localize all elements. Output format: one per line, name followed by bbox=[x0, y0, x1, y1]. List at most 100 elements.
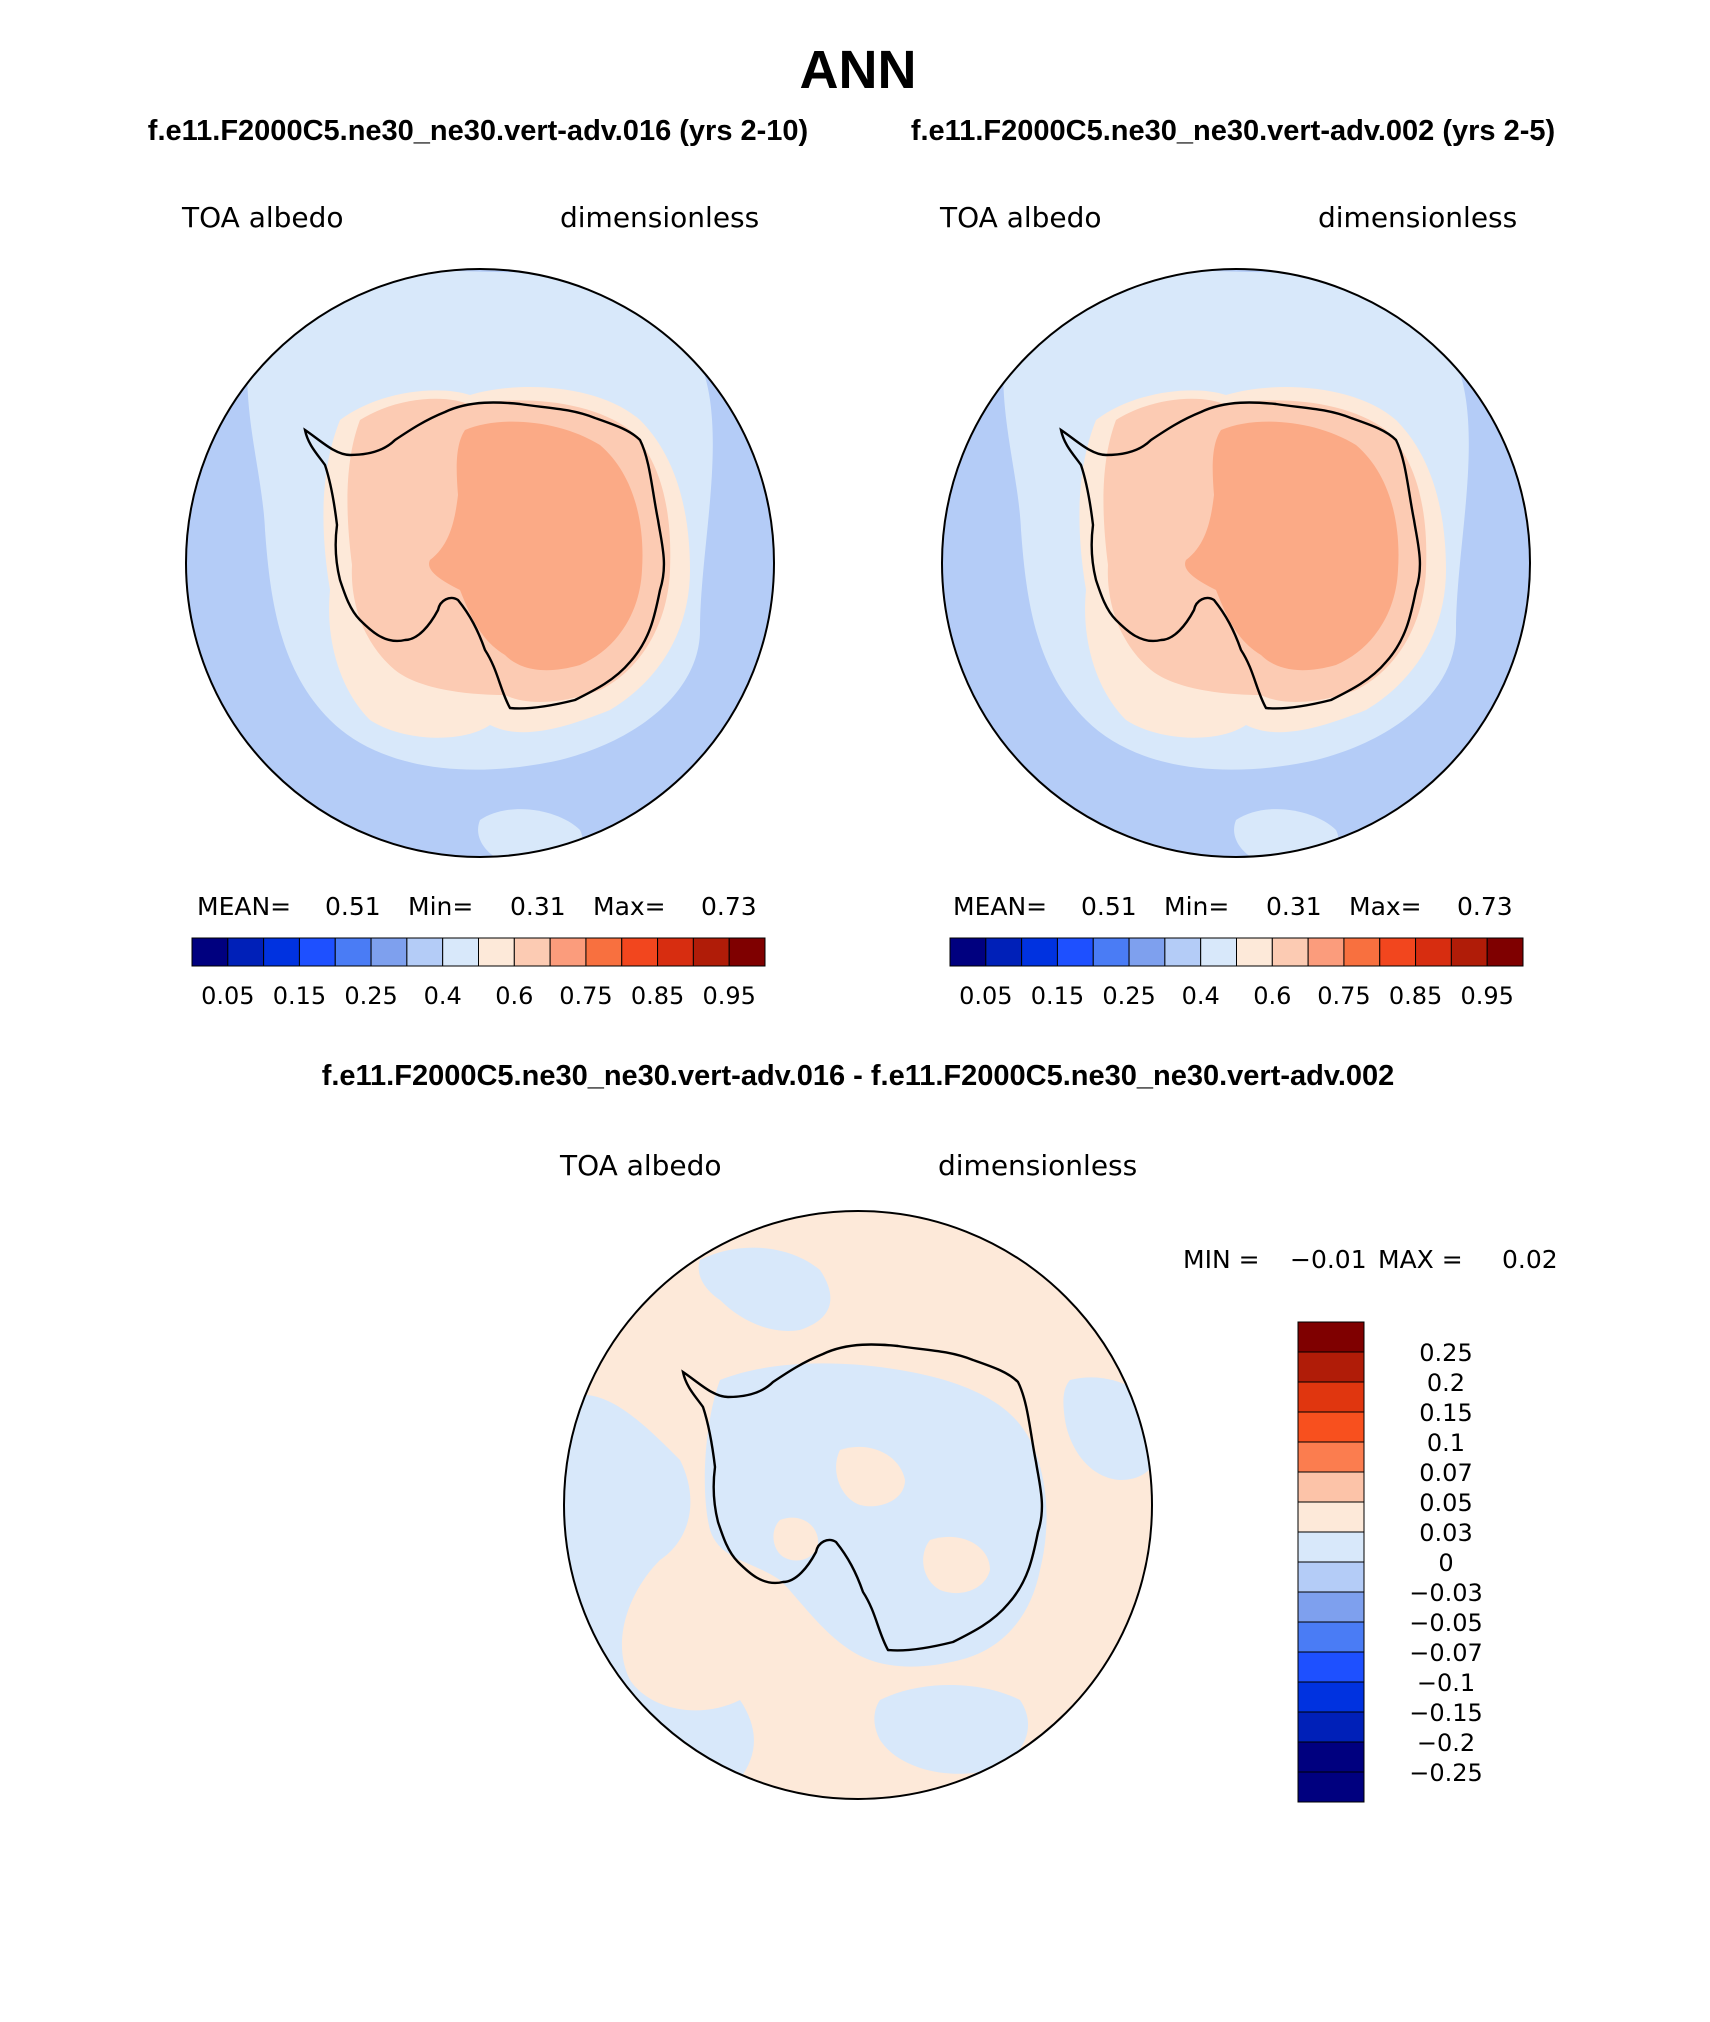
panel1-colorbar-swatch bbox=[657, 937, 694, 967]
panel1-colorbar-swatch bbox=[513, 937, 551, 967]
panel1-colorbar-swatch bbox=[263, 937, 300, 967]
panel2-colorbar-swatch bbox=[1128, 937, 1166, 967]
panel-case1: TOA albedo dimensionless MEAN= 0.51 Min=… bbox=[181, 201, 775, 1010]
case2-title: f.e11.F2000C5.ne30_ne30.vert-adv.002 (yr… bbox=[911, 115, 1555, 147]
panel2-colorbar-swatch bbox=[1271, 937, 1309, 967]
panel2-mean-label: MEAN= bbox=[953, 892, 1047, 921]
diff-colorbar-tick-label: 0.03 bbox=[1419, 1519, 1472, 1547]
diff-colorbar-swatch bbox=[1297, 1771, 1365, 1803]
panel2-interior-zone bbox=[1185, 421, 1399, 671]
panel1-colorbar-swatch bbox=[549, 937, 587, 967]
panel1-colorbar-swatch bbox=[334, 937, 372, 967]
panel2-map-border bbox=[941, 268, 1531, 858]
panel2-units-label: dimensionless bbox=[1318, 201, 1517, 234]
panel1-min-label: Min= bbox=[408, 892, 473, 921]
diff-colorbar-tick-label: 0.1 bbox=[1427, 1429, 1465, 1457]
panel1-colorbar-swatch bbox=[728, 937, 766, 967]
panel2-colorbar-swatch bbox=[1486, 937, 1524, 967]
panel1-colorbar-tick-label: 0.15 bbox=[273, 982, 326, 1010]
panel2-colorbar-swatch bbox=[1021, 937, 1058, 967]
panel1-colorbar bbox=[191, 937, 766, 967]
panel1-units-label: dimensionless bbox=[560, 201, 759, 234]
diff-colorbar-tick-label: −0.2 bbox=[1417, 1729, 1475, 1757]
diff-colorbar-tick-label: 0.05 bbox=[1419, 1489, 1472, 1517]
panel1-colorbar-tick-label: 0.95 bbox=[702, 982, 755, 1010]
diff-colorbar-tick-label: 0.25 bbox=[1419, 1339, 1472, 1367]
panel1-colorbar-swatch bbox=[298, 937, 336, 967]
panel1-colorbar-swatch bbox=[621, 937, 659, 967]
panel1-interior-zone bbox=[429, 421, 643, 671]
panel3-min-value: −0.01 bbox=[1290, 1245, 1367, 1274]
panel3-units-label: dimensionless bbox=[938, 1149, 1137, 1182]
panel1-colorbar-swatch bbox=[406, 937, 444, 967]
diff-colorbar-swatch bbox=[1297, 1651, 1365, 1683]
panel1-map bbox=[186, 269, 774, 857]
panel1-mean-value: 0.51 bbox=[325, 892, 381, 921]
panel1-colorbar-tick-label: 0.85 bbox=[631, 982, 684, 1010]
panel2-colorbar-swatch bbox=[985, 937, 1023, 967]
panel2-colorbar-tick-label: 0.75 bbox=[1317, 982, 1370, 1010]
panel1-colorbar-tick-label: 0.4 bbox=[424, 982, 462, 1010]
diff-colorbar-swatch bbox=[1297, 1561, 1365, 1593]
diff-colorbar-tick-label: 0.15 bbox=[1419, 1399, 1472, 1427]
diff-colorbar-swatch bbox=[1297, 1411, 1365, 1443]
diff-colorbar-swatch bbox=[1297, 1621, 1365, 1653]
panel1-colorbar-swatch bbox=[227, 937, 265, 967]
panel3-max-label: MAX = bbox=[1378, 1245, 1463, 1274]
panel2-colorbar-tick-label: 0.05 bbox=[959, 982, 1012, 1010]
panel1-min-value: 0.31 bbox=[510, 892, 566, 921]
diff-colorbar-tick-label: −0.1 bbox=[1417, 1669, 1475, 1697]
panel2-colorbar-tick-label: 0.15 bbox=[1031, 982, 1084, 1010]
panel-case2: TOA albedo dimensionless MEAN= 0.51 Min=… bbox=[939, 201, 1531, 1010]
diff-colorbar-tick-label: 0 bbox=[1438, 1549, 1453, 1577]
panel3-map-border bbox=[563, 1210, 1153, 1800]
diff-colorbar-swatch bbox=[1297, 1741, 1365, 1773]
panel1-colorbar-tick-label: 0.25 bbox=[344, 982, 397, 1010]
diff-colorbar-tick-label: −0.03 bbox=[1409, 1579, 1483, 1607]
panel3-min-label: MIN = bbox=[1183, 1245, 1260, 1274]
panel3-coastline bbox=[681, 1343, 1044, 1652]
panel3-positive-blob-1 bbox=[836, 1446, 905, 1507]
panel3-positive-blob-3 bbox=[773, 1517, 819, 1561]
panel1-max-value: 0.73 bbox=[701, 892, 757, 921]
panel3-variable-label: TOA albedo bbox=[559, 1149, 722, 1182]
panel2-colorbar-swatch bbox=[1056, 937, 1094, 967]
diff-colorbar-swatch bbox=[1297, 1471, 1365, 1503]
diff-colorbar-tick-label: 0.2 bbox=[1427, 1369, 1465, 1397]
panel1-coastline bbox=[303, 401, 666, 710]
panel1-colorbar-swatch bbox=[442, 937, 479, 967]
panel1-colorbar-tick-label: 0.6 bbox=[495, 982, 533, 1010]
panel1-map-border bbox=[185, 268, 775, 858]
diff-title: f.e11.F2000C5.ne30_ne30.vert-adv.016 - f… bbox=[322, 1060, 1395, 1092]
main-title: ANN bbox=[800, 40, 917, 100]
diff-colorbar-swatch bbox=[1297, 1591, 1365, 1623]
panel2-colorbar-tick-label: 0.95 bbox=[1460, 982, 1513, 1010]
panel2-colorbar-swatch bbox=[1307, 937, 1345, 967]
diff-colorbar-tick-label: −0.25 bbox=[1409, 1759, 1483, 1787]
diff-colorbar-swatch bbox=[1297, 1531, 1365, 1563]
panel3-positive-blob-2 bbox=[923, 1536, 990, 1594]
panel1-colorbar-tick-label: 0.05 bbox=[201, 982, 254, 1010]
panel2-variable-label: TOA albedo bbox=[939, 201, 1102, 234]
diff-colorbar-swatch bbox=[1297, 1711, 1365, 1743]
diff-colorbar-swatch bbox=[1297, 1681, 1365, 1713]
panel2-colorbar-ticks: 0.05 0.15 0.25 0.4 0.6 0.75 0.85 0.95 bbox=[959, 982, 1514, 1010]
diff-colorbar-tick-label: −0.07 bbox=[1409, 1639, 1483, 1667]
panel1-colorbar-swatch bbox=[585, 937, 623, 967]
diff-colorbar-ticks: 0.250.20.150.10.070.050.030−0.03−0.05−0.… bbox=[1409, 1339, 1483, 1787]
panel1-max-label: Max= bbox=[593, 892, 666, 921]
panel3-negative-area-south bbox=[874, 1685, 1029, 1774]
panel2-colorbar-tick-label: 0.25 bbox=[1102, 982, 1155, 1010]
diff-colorbar bbox=[1297, 1321, 1365, 1803]
diff-colorbar-swatch bbox=[1297, 1441, 1365, 1473]
panel2-mean-value: 0.51 bbox=[1081, 892, 1137, 921]
panel2-colorbar-swatch bbox=[1379, 937, 1417, 967]
diff-colorbar-tick-label: 0.07 bbox=[1419, 1459, 1472, 1487]
diff-colorbar-tick-label: −0.15 bbox=[1409, 1699, 1483, 1727]
panel2-map bbox=[942, 269, 1530, 857]
case1-title: f.e11.F2000C5.ne30_ne30.vert-adv.016 (yr… bbox=[148, 115, 808, 147]
panel2-colorbar-swatch bbox=[1415, 937, 1452, 967]
panel1-colorbar-swatch bbox=[692, 937, 730, 967]
panel1-colorbar-tick-label: 0.75 bbox=[559, 982, 612, 1010]
diff-colorbar-swatch bbox=[1297, 1351, 1365, 1383]
